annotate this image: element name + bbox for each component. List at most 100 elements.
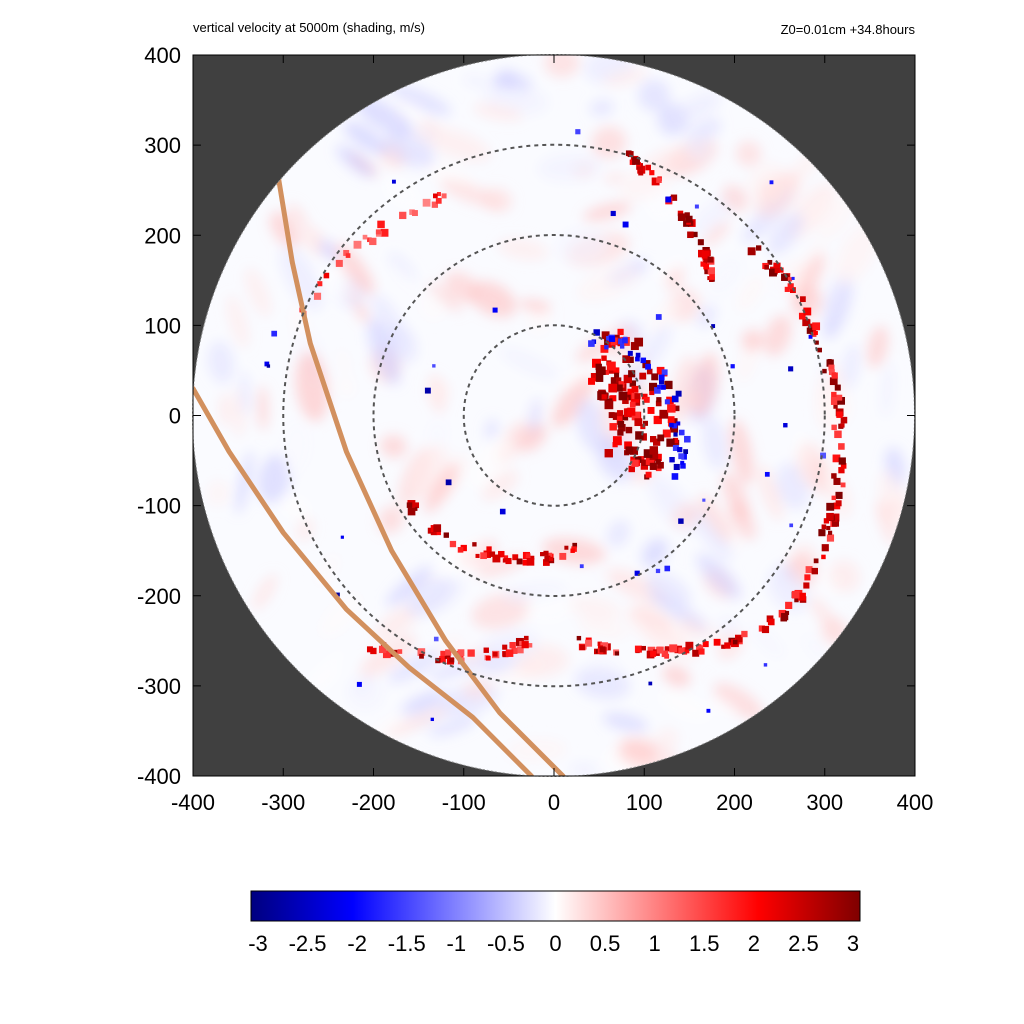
colorbar-tick-label: -0.5 — [487, 931, 525, 956]
velocity-cell — [755, 245, 762, 251]
chart-title: vertical velocity at 5000m (shading, m/s… — [193, 20, 425, 35]
texture-blotch — [252, 573, 278, 611]
velocity-cell — [370, 647, 377, 655]
velocity-cell — [546, 552, 553, 559]
velocity-cell — [831, 495, 836, 501]
velocity-cell — [707, 256, 714, 263]
velocity-cell — [645, 164, 651, 171]
texture-blotch — [604, 172, 625, 184]
texture-blotch — [835, 223, 878, 285]
storm-tracks — [192, 176, 566, 777]
velocity-cell — [378, 645, 387, 654]
velocity-cell — [650, 650, 657, 657]
velocity-cell — [317, 281, 323, 287]
velocity-cell — [601, 331, 610, 340]
velocity-cell — [622, 337, 628, 344]
velocity-cell — [486, 546, 492, 552]
texture-blotch — [591, 657, 620, 672]
velocity-cell — [805, 566, 813, 574]
texture-blotch — [257, 386, 269, 431]
velocity-cell — [608, 383, 618, 393]
velocity-cell — [343, 249, 350, 256]
velocity-cell — [433, 636, 439, 642]
velocity-cell — [639, 372, 647, 380]
velocity-cell — [674, 645, 683, 654]
velocity-cell — [678, 518, 684, 524]
velocity-cell — [648, 681, 653, 686]
texture-blotch — [401, 691, 443, 715]
velocity-cell — [677, 213, 686, 221]
velocity-cell — [432, 364, 436, 368]
velocity-cell — [833, 404, 838, 409]
velocity-cell — [683, 449, 689, 455]
x-tick-label: -400 — [171, 790, 215, 815]
velocity-cell — [614, 372, 620, 378]
velocity-cell — [656, 646, 664, 654]
texture-blotch — [280, 494, 312, 520]
velocity-cell — [826, 525, 831, 531]
velocity-cell — [831, 391, 837, 398]
texture-blotch — [876, 500, 896, 547]
velocity-cell — [585, 639, 593, 647]
velocity-cell — [634, 418, 643, 427]
velocity-cell — [826, 512, 834, 521]
velocity-cell — [657, 461, 664, 469]
velocity-cell — [313, 292, 322, 300]
velocity-cell — [627, 388, 634, 395]
velocity-cell — [713, 638, 721, 646]
velocity-cell — [781, 613, 789, 621]
texture-blotch — [482, 470, 519, 501]
chart-subtitle: Z0=0.01cm +34.8hours — [780, 22, 915, 37]
velocity-cell — [628, 370, 636, 378]
y-tick-label: -400 — [137, 764, 181, 789]
colorbar-tick-label: 2 — [748, 931, 760, 956]
velocity-cell — [661, 650, 669, 658]
velocity-cell — [814, 340, 819, 345]
velocity-cell — [505, 557, 512, 565]
texture-blotch — [472, 103, 524, 121]
velocity-cell — [629, 446, 639, 455]
velocity-cell — [516, 646, 524, 654]
velocity-cell — [840, 482, 846, 488]
texture-blotch — [803, 635, 828, 662]
velocity-cell — [811, 567, 818, 575]
velocity-cell — [564, 545, 569, 550]
velocity-cell — [511, 647, 518, 654]
velocity-cell — [832, 454, 841, 463]
velocity-cell — [445, 649, 452, 656]
velocity-cell — [660, 384, 666, 390]
velocity-cell — [614, 334, 620, 341]
velocity-cell — [629, 380, 637, 387]
velocity-cell — [345, 253, 351, 258]
colorbar-tick-label: -1.5 — [388, 931, 426, 956]
velocity-cell — [840, 416, 848, 424]
velocity-cell — [685, 641, 694, 650]
velocity-cell — [512, 554, 519, 561]
velocity-cell — [597, 641, 602, 647]
velocity-cell — [382, 650, 391, 659]
velocity-cell — [698, 648, 705, 655]
velocity-cell — [617, 410, 624, 417]
velocity-cell — [596, 374, 604, 382]
velocity-cell — [840, 423, 845, 428]
texture-blotch — [343, 121, 388, 155]
velocity-cell — [638, 170, 644, 176]
velocity-cell — [444, 653, 451, 659]
velocity-cell — [516, 558, 523, 565]
velocity-cell — [732, 639, 738, 645]
y-axis: -400 -300 -200 -100 0 100 200 300 400 — [137, 43, 915, 789]
velocity-cell — [377, 220, 385, 229]
velocity-cell — [836, 411, 843, 418]
texture-blotch — [462, 75, 491, 88]
range-rings — [282, 143, 826, 688]
velocity-cell — [649, 389, 655, 396]
velocity-cell — [794, 597, 799, 603]
texture-blotch — [642, 538, 668, 568]
velocity-cell — [502, 644, 508, 650]
velocity-cell — [683, 647, 690, 654]
texture-blotch — [809, 596, 840, 636]
velocity-cell — [835, 500, 842, 507]
velocity-cell — [492, 307, 498, 313]
velocity-cell — [629, 401, 636, 408]
